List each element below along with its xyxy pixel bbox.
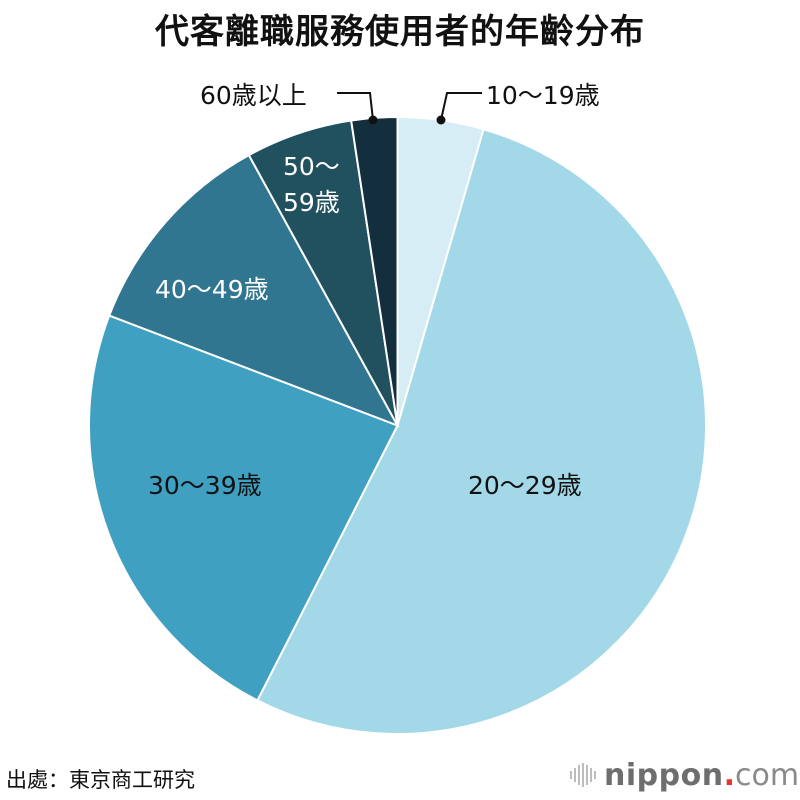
leader-line-60plus [337, 92, 374, 121]
slice-label-60plus: 60歳以上 [200, 81, 307, 110]
slice-label-50-59-line2: 59歳 [283, 188, 340, 217]
slice-label-30-39: 30〜39歳 [148, 471, 262, 500]
leader-dot-60plus [368, 115, 378, 125]
logo-tld: com [734, 757, 800, 793]
pie-slices [88, 115, 707, 735]
slice-label-50-59-line1: 50〜 [283, 152, 340, 181]
chart-title: 代客離職服務使用者的年齡分布 [155, 12, 645, 52]
leader-line-10-19 [440, 92, 482, 121]
slice-label-10-19: 10〜19歳 [486, 81, 600, 110]
logo-dot: . [723, 757, 735, 793]
sound-bars-icon [570, 763, 596, 787]
slice-label-40-49: 40〜49歳 [155, 275, 269, 304]
leader-dot-10-19 [436, 115, 446, 125]
pie-slice-1 [256, 128, 707, 735]
slice-label-20-29: 20〜29歳 [468, 471, 582, 500]
pie-slice-3 [107, 153, 400, 428]
nippon-logo: nippon. com [570, 757, 800, 793]
logo-brand: nippon [604, 757, 724, 793]
source-note: 出處：東京商工研究 [6, 768, 195, 792]
pie-slice-2 [88, 314, 399, 702]
